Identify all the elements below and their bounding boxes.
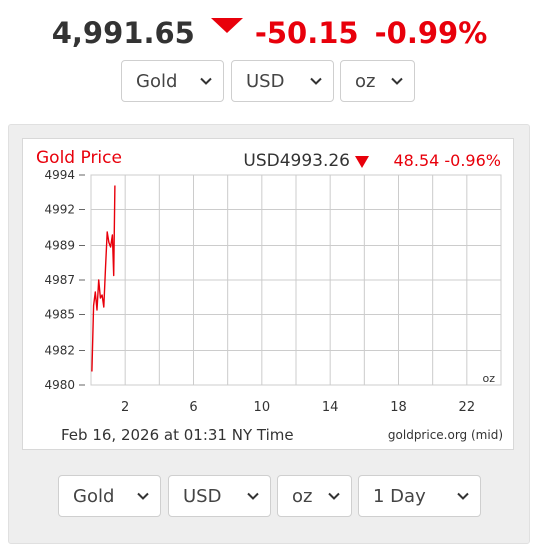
metal-select[interactable]: Gold <box>121 60 224 102</box>
down-triangle-icon <box>355 156 369 168</box>
y-tick-label: 4987 <box>44 273 75 287</box>
currency-select-value: USD <box>246 70 285 92</box>
chart-timestamp: Feb 16, 2026 at 01:31 NY Time <box>61 426 294 444</box>
y-tick-label: 4985 <box>44 308 75 322</box>
chevron-down-icon <box>310 77 322 85</box>
metal-select-value: Gold <box>136 70 178 92</box>
down-arrow-icon <box>210 17 243 33</box>
range-select-value: 1 Day <box>373 485 426 507</box>
x-tick-label: 14 <box>322 400 339 415</box>
currency-select-value: USD <box>183 485 222 507</box>
metal-select-value: Gold <box>73 485 115 507</box>
chart-canvas: Gold Price USD4993.26 48.54 -0.96% 49804… <box>36 148 503 444</box>
currency-select[interactable]: USD <box>231 60 334 102</box>
x-tick-label: 6 <box>189 400 197 415</box>
price-change: -50.15 <box>254 16 359 50</box>
chevron-down-icon <box>247 492 259 500</box>
unit-select-bottom[interactable]: oz <box>277 475 352 517</box>
y-tick-label: 4989 <box>44 239 75 253</box>
y-tick-label: 4980 <box>44 378 75 392</box>
metal-select-bottom[interactable]: Gold <box>58 475 161 517</box>
chart-header-quote: USD4993.26 <box>243 151 350 171</box>
unit-select[interactable]: oz <box>340 60 415 102</box>
unit-select-value: oz <box>292 485 313 507</box>
x-tick-label: 2 <box>121 400 129 415</box>
gold-price-chart: Gold Price USD4993.26 48.54 -0.96% 4980 4… <box>22 138 514 450</box>
current-price: 4,991.65 <box>51 16 195 50</box>
plot-border <box>90 174 502 386</box>
chart-plot <box>91 185 116 372</box>
chevron-down-icon <box>137 492 149 500</box>
chevron-down-icon <box>457 492 469 500</box>
chevron-down-icon <box>200 77 212 85</box>
price-series-line <box>91 185 116 372</box>
chevron-down-icon <box>328 492 340 500</box>
chart-axes: 4980 4982 4985 4987 4989 4992 4994 2 6 10 14 18 22 <box>44 168 475 415</box>
x-tick-label: 18 <box>390 400 407 415</box>
price-change-percent: -0.99% <box>374 16 488 50</box>
y-tick-label: 4994 <box>44 168 75 182</box>
range-select[interactable]: 1 Day <box>358 475 481 517</box>
chart-header-change: 48.54 -0.96% <box>394 151 502 170</box>
y-tick-label: 4982 <box>44 344 75 358</box>
y-tick-label: 4992 <box>44 203 75 217</box>
unit-select-value: oz <box>355 70 376 92</box>
price-ticker: 4,991.65 -50.15 -0.99% <box>0 16 539 50</box>
chart-source: goldprice.org (mid) <box>388 428 503 442</box>
unit-label: oz <box>482 372 495 385</box>
chevron-down-icon <box>391 77 403 85</box>
chart-grid <box>90 174 502 386</box>
x-tick-label: 22 <box>459 400 476 415</box>
currency-select-bottom[interactable]: USD <box>168 475 271 517</box>
x-tick-label: 10 <box>254 400 271 415</box>
chart-title: Gold Price <box>36 148 122 168</box>
